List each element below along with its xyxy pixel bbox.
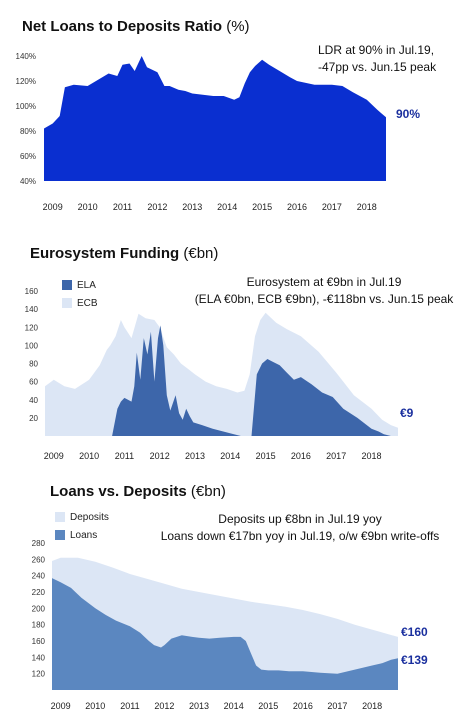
end-value-label-deposits: €160 [401, 625, 428, 639]
legend-item-ela: ELA [62, 276, 98, 294]
x-tick-label: 2018 [362, 701, 382, 711]
x-tick-label: 2012 [154, 701, 174, 711]
y-tick-label: 60 [29, 378, 38, 387]
x-tick-label: 2015 [252, 202, 272, 212]
series-area-ldr [44, 56, 386, 181]
x-tick-label: 2016 [287, 202, 307, 212]
chart-legend: Deposits Loans [55, 508, 109, 544]
end-value-label: 90% [396, 107, 420, 121]
annotation-line: Loans down €17bn yoy in Jul.19, o/w €9bn… [160, 529, 440, 543]
ldr-chart-svg: 40% 60% 80% 100% 120% 140% 2009 2010 2011 2012 201… [16, 52, 421, 212]
ldr-chart-panel: Net Loans to Deposits Ratio (%) LDR at 9… [0, 0, 476, 225]
x-tick-label: 2013 [189, 701, 209, 711]
loans-deposits-chart-svg: 120 140 160 180 200 220 240 260 280 2009 2010 2011 2… [32, 539, 428, 711]
y-tick-label: 140 [25, 305, 39, 314]
x-tick-label: 2012 [150, 451, 170, 461]
x-tick-label: 2015 [256, 451, 276, 461]
y-tick-label: 260 [32, 555, 46, 564]
end-value-label-loans: €139 [401, 653, 428, 667]
y-tick-label: 80% [20, 127, 36, 136]
x-tick-label: 2016 [293, 701, 313, 711]
y-tick-label: 140 [32, 653, 46, 662]
loans-deposits-chart-panel: Loans vs. Deposits (€bn) Deposits Loans … [0, 478, 476, 728]
x-tick-label: 2010 [85, 701, 105, 711]
chart-title: Loans vs. Deposits (€bn) [50, 483, 226, 500]
y-tick-label: 140% [16, 52, 36, 61]
y-tick-label: 240 [32, 572, 46, 581]
y-tick-label: 40% [20, 177, 36, 186]
y-tick-label: 60% [20, 152, 36, 161]
x-tick-label: 2014 [220, 451, 240, 461]
x-tick-label: 2009 [44, 451, 64, 461]
end-value-label: €9 [400, 406, 414, 420]
x-tick-label: 2011 [113, 202, 132, 212]
y-tick-label: 120 [25, 323, 39, 332]
annotation-line: -47pp vs. Jun.15 peak [318, 60, 437, 74]
x-tick-label: 2013 [182, 202, 202, 212]
chart-title-unit: (€bn) [183, 245, 219, 262]
legend-swatch-ecb [62, 298, 72, 308]
chart-title-text: Loans vs. Deposits [50, 483, 187, 500]
y-tick-label: 200 [32, 604, 46, 613]
legend-label-ecb: ECB [77, 297, 98, 309]
chart-title-unit: (%) [226, 18, 250, 35]
chart-title: Net Loans to Deposits Ratio (%) [22, 18, 250, 35]
x-tick-label: 2011 [115, 451, 134, 461]
y-tick-label: 120% [16, 77, 36, 86]
y-tick-label: 120 [32, 670, 46, 679]
legend-label-loans: Loans [70, 529, 98, 541]
legend-label-deposits: Deposits [70, 511, 109, 523]
x-tick-label: 2017 [327, 701, 347, 711]
x-tick-label: 2013 [185, 451, 205, 461]
y-tick-label: 100% [16, 102, 36, 111]
legend-swatch-ela [62, 280, 72, 290]
y-tick-label: 40 [29, 396, 38, 405]
x-tick-label: 2014 [217, 202, 237, 212]
chart-annotation: Eurosystem at €9bn in Jul.19 (ELA €0bn, … [188, 274, 460, 308]
x-tick-label: 2018 [361, 451, 381, 461]
legend-item-ecb: ECB [62, 294, 98, 312]
chart-title-text: Eurosystem Funding [30, 245, 180, 262]
x-tick-label: 2009 [43, 202, 63, 212]
legend-label-ela: ELA [77, 279, 96, 291]
annotation-line: Deposits up €8bn in Jul.19 yoy [218, 512, 382, 526]
y-tick-label: 280 [32, 539, 46, 548]
y-tick-label: 220 [32, 588, 46, 597]
x-tick-label: 2014 [224, 701, 244, 711]
legend-swatch-deposits [55, 512, 65, 522]
chart-title-unit: (€bn) [190, 483, 226, 500]
x-tick-label: 2017 [322, 202, 342, 212]
legend-item-loans: Loans [55, 526, 109, 544]
y-tick-label: 160 [25, 287, 39, 296]
y-tick-label: 100 [25, 341, 39, 350]
chart-legend: ELA ECB [62, 276, 98, 312]
x-tick-label: 2016 [291, 451, 311, 461]
annotation-line: Eurosystem at €9bn in Jul.19 [246, 275, 402, 289]
x-tick-label: 2017 [326, 451, 346, 461]
x-tick-label: 2010 [79, 451, 99, 461]
eurosystem-chart-svg: 20 40 60 80 100 120 140 160 2009 2010 2011 2012 2013… [25, 287, 414, 461]
x-tick-label: 2010 [78, 202, 98, 212]
annotation-line: (ELA €0bn, ECB €9bn), -€118bn vs. Jun.15… [194, 292, 454, 306]
eurosystem-chart-panel: Eurosystem Funding (€bn) ELA ECB Eurosys… [0, 230, 476, 470]
x-tick-label: 2015 [258, 701, 278, 711]
chart-title-text: Net Loans to Deposits Ratio [22, 18, 223, 35]
x-tick-label: 2011 [120, 701, 139, 711]
y-tick-label: 180 [32, 621, 46, 630]
annotation-line: LDR at 90% in Jul.19, [318, 43, 435, 57]
x-tick-label: 2018 [357, 202, 377, 212]
legend-swatch-loans [55, 530, 65, 540]
y-tick-label: 20 [29, 414, 38, 423]
series-area-loans [52, 578, 398, 690]
chart-annotation: LDR at 90% in Jul.19, -47pp vs. Jun.15 p… [318, 42, 436, 76]
x-tick-label: 2009 [51, 701, 71, 711]
chart-title: Eurosystem Funding (€bn) [30, 245, 218, 262]
legend-item-deposits: Deposits [55, 508, 109, 526]
series-area-ela [106, 325, 391, 436]
y-tick-label: 80 [29, 360, 38, 369]
y-tick-label: 160 [32, 637, 46, 646]
chart-annotation: Deposits up €8bn in Jul.19 yoy Loans dow… [135, 511, 465, 545]
x-tick-label: 2012 [147, 202, 167, 212]
